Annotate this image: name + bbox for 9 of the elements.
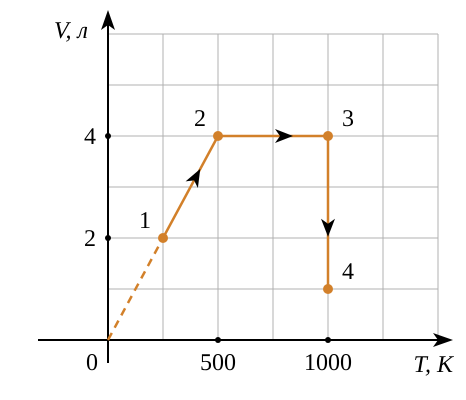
x-axis-title: T, К	[413, 352, 456, 378]
annotation: 3	[342, 106, 354, 132]
x-tick-label: 1000	[304, 350, 352, 376]
y-axis-title: V, л	[54, 18, 88, 44]
annotation: 2	[194, 106, 206, 132]
annotation: 1	[139, 208, 151, 234]
x-tick-label: 500	[200, 350, 236, 376]
annotation: 4	[342, 259, 354, 285]
x-tick-label: 0	[86, 350, 98, 376]
